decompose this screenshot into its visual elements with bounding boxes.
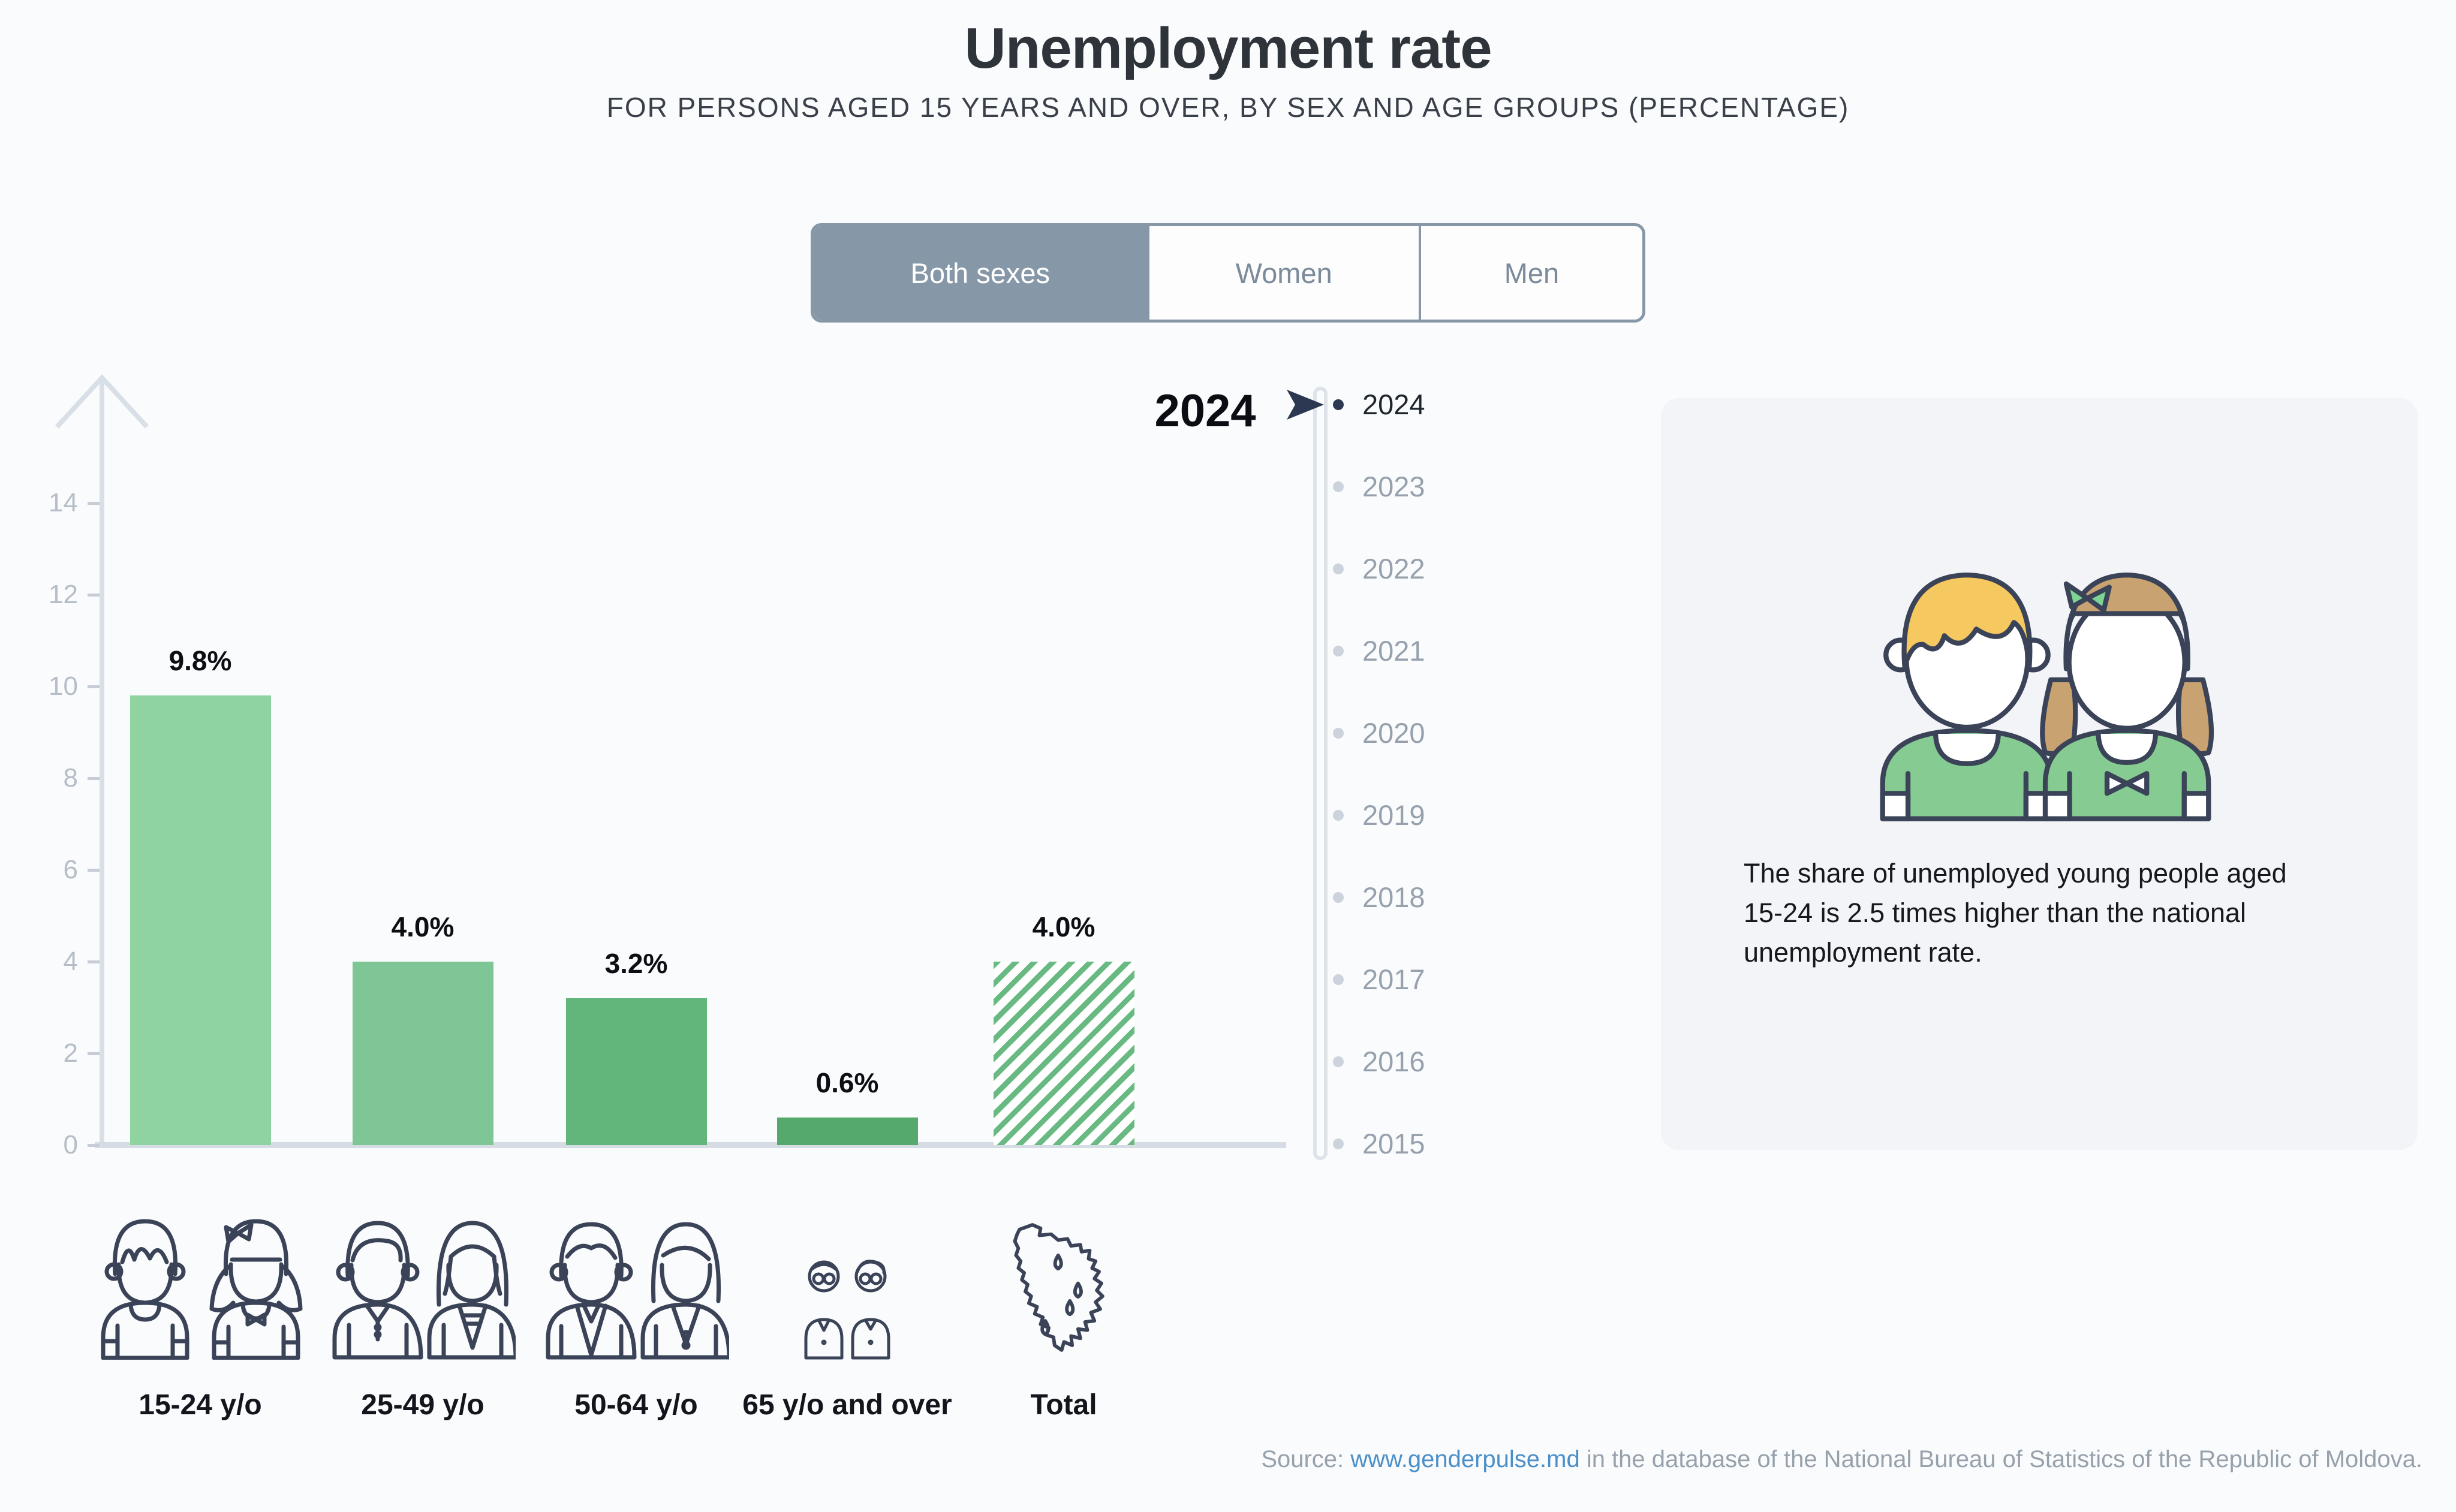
- timeline-year-2022[interactable]: 2022: [1362, 553, 1425, 585]
- timeline-year-2021[interactable]: 2021: [1362, 635, 1425, 667]
- timeline-dot-2022[interactable]: [1333, 564, 1344, 574]
- bar-50-64-y-o: [565, 998, 707, 1145]
- tab-both-sexes[interactable]: Both sexes: [814, 226, 1147, 320]
- bar-value-label: 4.0%: [1032, 911, 1095, 942]
- y-tick-mark: [88, 960, 100, 963]
- source-link[interactable]: www.genderpulse.md: [1350, 1446, 1580, 1472]
- y-tick-label: 14: [49, 488, 78, 517]
- y-tick-label: 6: [63, 855, 78, 884]
- y-tick-mark: [88, 1144, 100, 1147]
- y-tick-mark: [88, 777, 100, 780]
- moldova-map-icon: [1013, 1223, 1104, 1352]
- timeline-dot-2024[interactable]: [1333, 399, 1344, 410]
- timeline-dot-2020[interactable]: [1333, 728, 1344, 739]
- bar-value-label: 4.0%: [391, 911, 455, 942]
- y-tick-label: 4: [63, 947, 78, 976]
- y-tick-label: 8: [63, 763, 78, 793]
- y-tick-mark: [88, 502, 100, 505]
- senior-pair-icon: [546, 1222, 729, 1360]
- y-tick-label: 10: [49, 671, 78, 701]
- bar-25-49-y-o: [352, 962, 493, 1145]
- category-label-15-24: 15-24 y/o: [139, 1389, 262, 1421]
- y-tick-label: 12: [49, 580, 78, 609]
- timeline-dot-2021[interactable]: [1333, 646, 1344, 656]
- bar-total: [993, 962, 1134, 1145]
- y-tick-mark: [88, 869, 100, 872]
- timeline-year-2018[interactable]: 2018: [1362, 881, 1425, 913]
- page-title: Unemployment rate: [964, 16, 1492, 80]
- bar-value-label: 9.8%: [168, 645, 232, 676]
- page-subtitle: FOR PERSONS AGED 15 YEARS AND OVER, BY S…: [606, 92, 1850, 123]
- children-illustration: [1880, 573, 2214, 821]
- chart-year-label: 2024: [1154, 385, 1256, 436]
- y-axis-arrow-icon: [55, 374, 149, 429]
- timeline-year-2023[interactable]: 2023: [1362, 471, 1425, 502]
- elderly-pair-icon: [804, 1260, 890, 1360]
- y-tick-mark: [88, 685, 100, 688]
- timeline-year-2019[interactable]: 2019: [1362, 799, 1425, 831]
- source-line: Source: www.genderpulse.md in the databa…: [1261, 1446, 2422, 1473]
- timeline-year-2017[interactable]: 2017: [1362, 963, 1425, 995]
- bar-value-label: 0.6%: [815, 1067, 879, 1098]
- category-label-65-over: 65 y/o and over: [742, 1389, 952, 1421]
- timeline-year-2015[interactable]: 2015: [1362, 1128, 1425, 1159]
- category-label-25-49: 25-49 y/o: [361, 1389, 484, 1421]
- young-pair-icon: [101, 1219, 303, 1360]
- bar-15-24-y-o: [130, 695, 271, 1145]
- adult-pair-icon: [332, 1221, 516, 1360]
- category-label-50-64: 50-64 y/o: [574, 1389, 698, 1421]
- bar-value-label: 3.2%: [604, 948, 668, 979]
- timeline-dot-2023[interactable]: [1333, 481, 1344, 492]
- timeline-dot-2019[interactable]: [1333, 810, 1344, 821]
- category-label-total: Total: [1030, 1389, 1097, 1421]
- sex-filter-tabs: Both sexes Women Men: [811, 223, 1645, 323]
- source-prefix: Source:: [1261, 1446, 1351, 1472]
- timeline-dot-2015[interactable]: [1333, 1138, 1344, 1149]
- info-card: The share of unemployed young people age…: [1661, 398, 2418, 1150]
- timeline-track: [1313, 387, 1328, 1160]
- timeline-year-2020[interactable]: 2020: [1362, 717, 1425, 749]
- timeline-year-2016[interactable]: 2016: [1362, 1046, 1425, 1077]
- chart-axes: [55, 374, 1286, 1148]
- y-tick-mark: [88, 594, 100, 597]
- y-tick-label: 0: [63, 1130, 78, 1159]
- timeline-cursor-icon: [1287, 390, 1324, 420]
- timeline-dot-2017[interactable]: [1333, 974, 1344, 985]
- source-suffix: in the database of the National Bureau o…: [1579, 1446, 2422, 1472]
- bar-65-y-o-and-over: [776, 1118, 918, 1145]
- tab-men[interactable]: Men: [1418, 226, 1642, 320]
- timeline-year-2024[interactable]: 2024: [1362, 388, 1425, 420]
- y-tick-mark: [88, 1052, 100, 1055]
- info-card-text: The share of unemployed young people age…: [1744, 858, 2287, 968]
- timeline-dot-2018[interactable]: [1333, 892, 1344, 903]
- timeline-dot-2016[interactable]: [1333, 1056, 1344, 1067]
- y-tick-label: 2: [63, 1038, 78, 1068]
- tab-women[interactable]: Women: [1146, 226, 1419, 320]
